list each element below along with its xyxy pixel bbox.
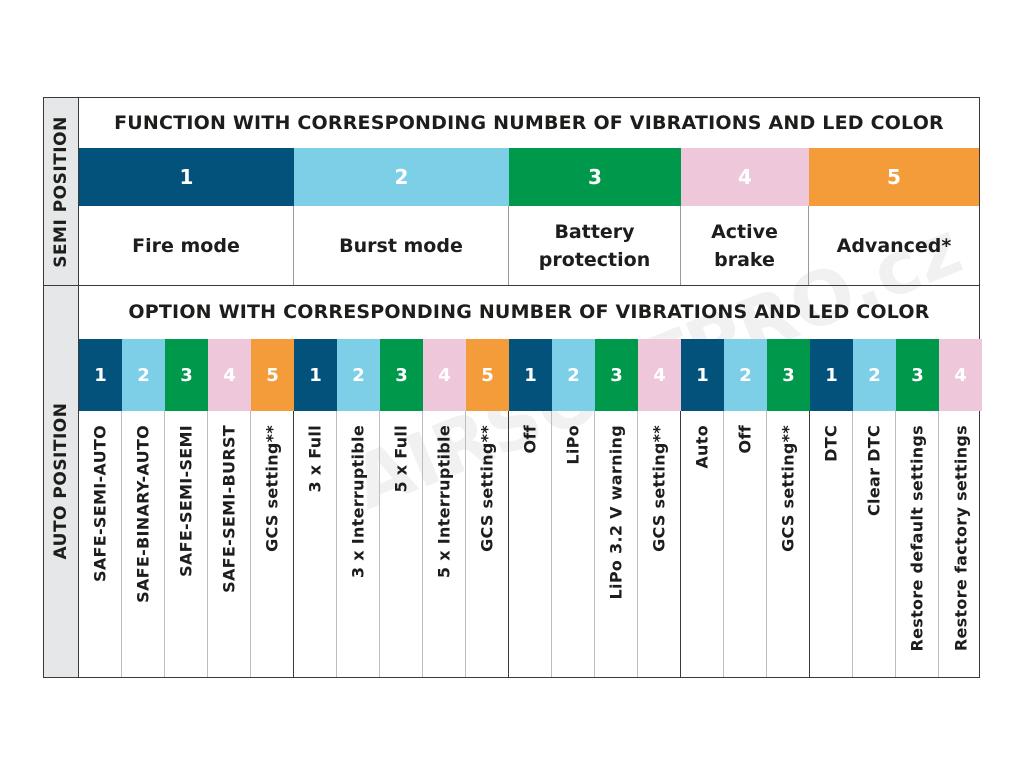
option-number: 3: [380, 339, 423, 411]
option-number: 4: [939, 339, 982, 411]
settings-table: AIRSOFTPRO.cz SEMI POSITION AUTO POSITIO…: [43, 97, 982, 678]
option-cell: Off: [724, 411, 767, 677]
option-label: Clear DTC: [864, 425, 884, 516]
option-label: Off: [735, 425, 755, 454]
option-number: 3: [595, 339, 638, 411]
option-number: 2: [337, 339, 380, 411]
option-cell: SAFE-SEMI-SEMI: [165, 411, 208, 677]
option-cell: SAFE-SEMI-BURST: [208, 411, 251, 677]
option-cell: Auto: [681, 411, 724, 677]
option-number: 1: [294, 339, 337, 411]
option-number: 3: [165, 339, 208, 411]
option-cell: 5 x Interruptible: [423, 411, 466, 677]
option-label: SAFE-SEMI-AUTO: [90, 425, 110, 582]
option-number: 2: [853, 339, 896, 411]
function-label-5: Advanced*: [836, 234, 952, 257]
option-label: Restore factory settings: [951, 425, 970, 652]
function-number-5: 5: [809, 148, 979, 206]
section-divider: [44, 285, 979, 286]
option-cell: Restore default settings: [896, 411, 939, 677]
option-number: 3: [896, 339, 939, 411]
option-label: Off: [520, 425, 540, 454]
option-cell: Restore factory settings: [939, 411, 982, 677]
function-label-2: Burst mode: [294, 206, 509, 285]
option-label: DTC: [821, 425, 841, 462]
option-label: GCS setting**: [477, 425, 497, 552]
option-number: 1: [79, 339, 122, 411]
auto-position-side: AUTO POSITION: [44, 285, 79, 677]
option-cell: LiPo 3.2 V warning: [595, 411, 638, 677]
semi-position-label: SEMI POSITION: [51, 115, 71, 268]
option-cell: 5 x Full: [380, 411, 423, 677]
option-label: LiPo: [563, 425, 583, 465]
option-cell: Clear DTC: [853, 411, 896, 677]
option-label: 3 x Full: [305, 425, 325, 493]
option-number: 4: [423, 339, 466, 411]
function-label-4: Active brake: [681, 206, 809, 285]
option-number: 2: [122, 339, 165, 411]
option-cell: GCS setting**: [466, 411, 509, 677]
option-label: SAFE-SEMI-SEMI: [176, 425, 196, 577]
option-cell: LiPo: [552, 411, 595, 677]
option-label: LiPo 3.2 V warning: [606, 425, 626, 600]
option-cell: Off: [509, 411, 552, 677]
option-header: OPTION WITH CORRESPONDING NUMBER OF VIBR…: [128, 301, 930, 323]
option-cell: GCS setting**: [767, 411, 810, 677]
function-label-1: Fire mode: [79, 206, 294, 285]
function-number-1: 1: [79, 148, 294, 206]
option-number: 2: [724, 339, 767, 411]
option-cell: DTC: [810, 411, 853, 677]
option-cell: SAFE-BINARY-AUTO: [122, 411, 165, 677]
option-label: Auto: [692, 425, 712, 469]
option-label: Restore default settings: [907, 425, 927, 652]
option-number: 1: [810, 339, 853, 411]
option-label: GCS setting**: [649, 425, 669, 552]
option-number: 1: [509, 339, 552, 411]
function-header: FUNCTION WITH CORRESPONDING NUMBER OF VI…: [114, 112, 944, 134]
function-number-2: 2: [294, 148, 509, 206]
function-number-4: 4: [681, 148, 809, 206]
option-number: 3: [767, 339, 810, 411]
option-cell: GCS setting**: [251, 411, 294, 677]
option-cell: 3 x Interruptible: [337, 411, 380, 677]
option-label: 5 x Interruptible: [434, 425, 454, 579]
option-cell: GCS setting**: [638, 411, 681, 677]
function-number-3: 3: [509, 148, 681, 206]
option-cell: SAFE-SEMI-AUTO: [79, 411, 122, 677]
option-number: 4: [208, 339, 251, 411]
option-number: 1: [681, 339, 724, 411]
semi-position-side: SEMI POSITION: [44, 98, 79, 285]
option-label: SAFE-BINARY-AUTO: [133, 425, 153, 603]
option-number: 2: [552, 339, 595, 411]
option-label: 3 x Interruptible: [348, 425, 368, 579]
option-label: SAFE-SEMI-BURST: [219, 425, 239, 593]
option-cell: 3 x Full: [294, 411, 337, 677]
option-number: 5: [251, 339, 294, 411]
option-number: 5: [466, 339, 509, 411]
auto-position-label: AUTO POSITION: [51, 402, 71, 560]
function-label-3: Battery protection: [509, 206, 681, 285]
option-label: GCS setting**: [262, 425, 282, 552]
option-number: 4: [638, 339, 681, 411]
option-label: GCS setting**: [778, 425, 798, 552]
option-label: 5 x Full: [391, 425, 411, 493]
